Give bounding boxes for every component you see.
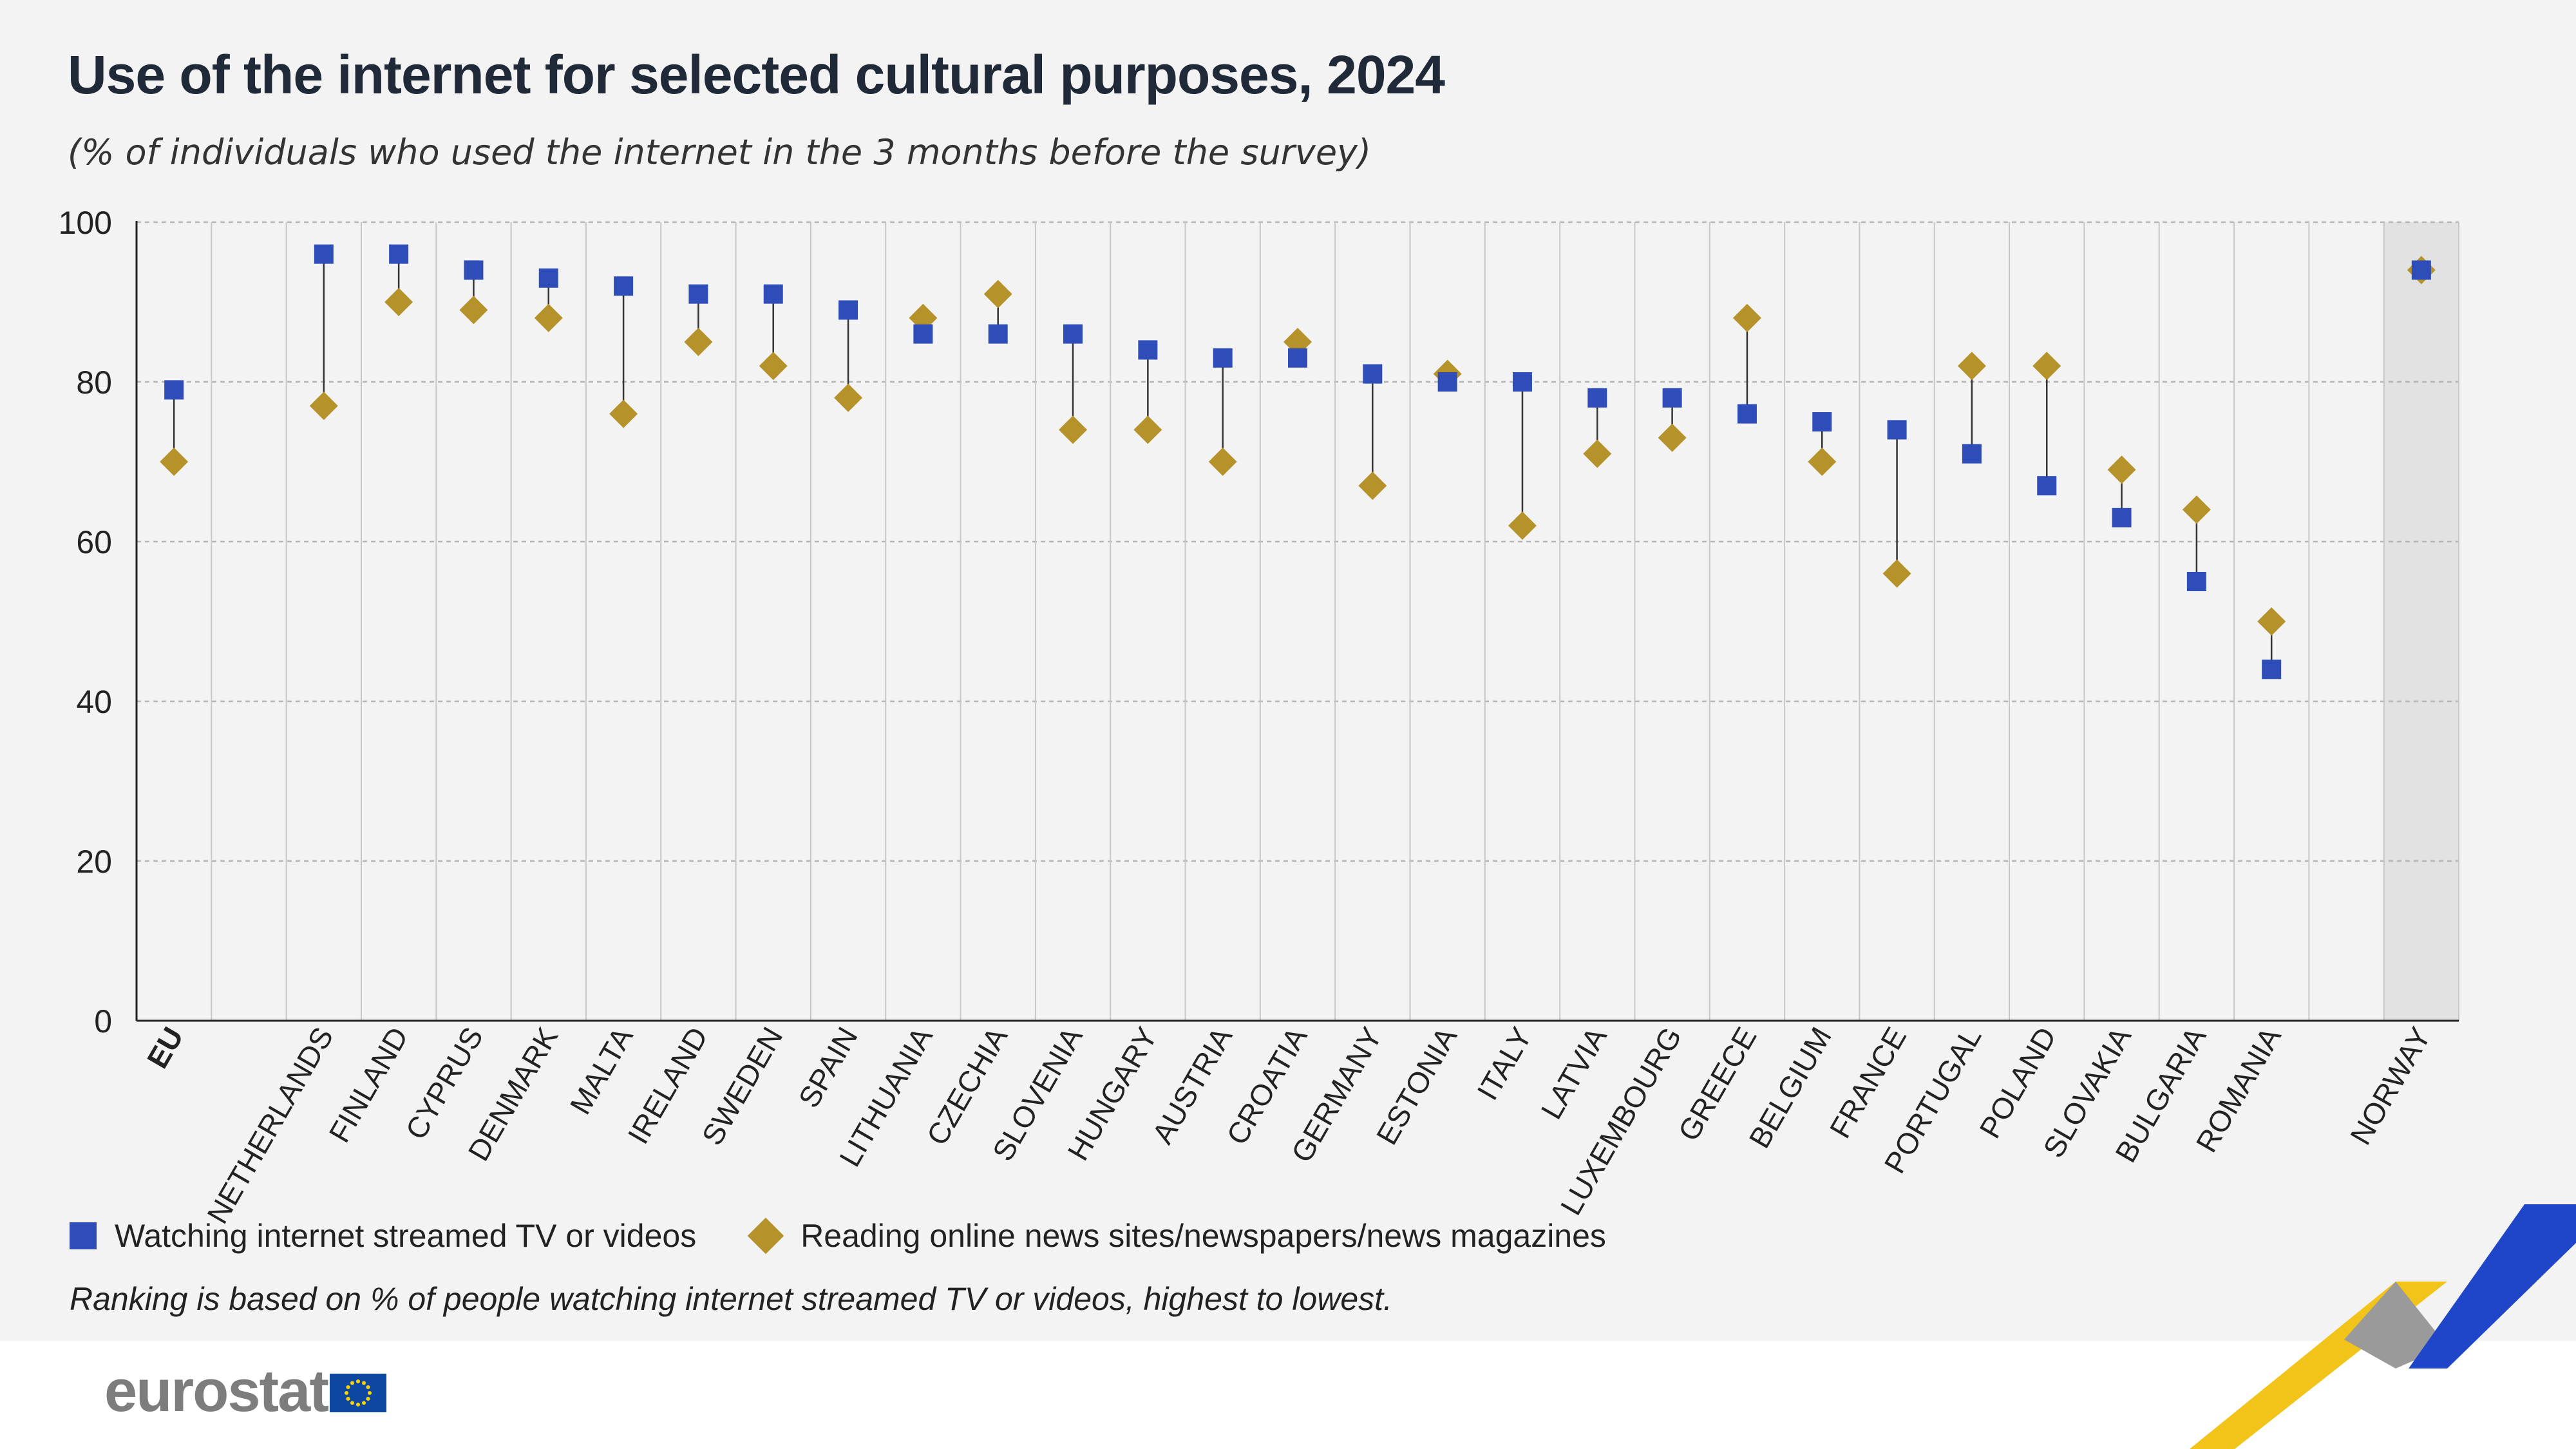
news-diamond-point	[1358, 471, 1387, 500]
streaming-square-point	[538, 268, 558, 288]
chart-subtitle: (% of individuals who used the internet …	[68, 132, 1372, 173]
news-diamond-point	[684, 328, 713, 356]
news-diamond-point	[609, 399, 638, 428]
streaming-square-point	[1587, 388, 1607, 408]
x-category-label: MALTA	[563, 1021, 639, 1120]
streaming-square-point	[2037, 476, 2057, 496]
streaming-square-point	[1138, 340, 1158, 360]
streaming-square-point	[1887, 420, 1907, 440]
legend-item-news: Reading online news sites/newspapers/new…	[747, 1217, 1606, 1255]
y-tick-label: 20	[76, 844, 112, 880]
news-diamond-point	[1808, 448, 1837, 476]
streaming-square-point	[389, 244, 409, 264]
news-diamond-point	[834, 383, 863, 412]
news-diamond-point	[2107, 455, 2136, 484]
news-diamond-point	[1508, 511, 1537, 540]
streaming-square-point	[1962, 444, 1982, 464]
news-diamond-point	[1208, 448, 1237, 476]
streaming-square-point	[913, 324, 933, 344]
x-category-label: SPAIN	[791, 1021, 864, 1113]
streaming-square-point	[314, 244, 334, 264]
news-diamond-point	[160, 448, 189, 476]
y-tick-label: 40	[76, 684, 112, 720]
streaming-square-point	[614, 276, 634, 296]
streaming-square-point	[1213, 348, 1233, 368]
x-category-label: LATVIA	[1534, 1021, 1613, 1125]
legend: Watching internet streamed TV or videos …	[70, 1217, 1658, 1255]
streaming-square-point	[164, 380, 184, 400]
legend-item-streaming: Watching internet streamed TV or videos	[70, 1217, 696, 1255]
streaming-square-point	[464, 260, 484, 280]
eu-flag-icon	[330, 1374, 386, 1412]
y-tick-label: 60	[76, 524, 112, 560]
news-diamond-point	[1732, 303, 1761, 332]
streaming-square-point	[1737, 404, 1757, 424]
news-diamond-point	[1059, 415, 1088, 444]
news-diamond-point	[384, 288, 413, 316]
y-tick-label: 80	[76, 365, 112, 401]
news-diamond-point	[1658, 423, 1687, 452]
streaming-square-point	[1812, 412, 1832, 431]
streaming-square-point	[1662, 388, 1682, 408]
eurostat-logo: eurostat	[104, 1358, 329, 1424]
news-diamond-point	[534, 303, 563, 332]
streaming-square-point	[2112, 507, 2132, 527]
news-diamond-point	[2182, 495, 2211, 524]
news-diamond-point	[2032, 352, 2061, 381]
streaming-square-point	[838, 300, 858, 320]
diamond-marker-icon	[747, 1217, 784, 1255]
streaming-square-point	[1512, 372, 1532, 392]
streaming-square-point	[1437, 372, 1457, 392]
news-diamond-point	[1882, 559, 1911, 588]
news-diamond-point	[759, 352, 788, 381]
y-tick-label: 100	[59, 205, 112, 241]
x-category-label: NETHERLANDS	[200, 1021, 339, 1229]
streaming-square-point	[2186, 572, 2206, 591]
news-diamond-point	[983, 279, 1012, 308]
y-tick-label: 0	[94, 1003, 112, 1039]
streaming-square-point	[2411, 260, 2431, 280]
ranking-note: Ranking is based on % of people watching…	[70, 1281, 1392, 1317]
streaming-square-point	[1063, 324, 1083, 344]
streaming-square-point	[2262, 659, 2282, 679]
square-marker-icon	[70, 1222, 97, 1249]
news-diamond-point	[309, 392, 338, 421]
highlight-band	[2383, 222, 2459, 1021]
legend-label-news: Reading online news sites/newspapers/new…	[800, 1218, 1606, 1254]
x-category-label: NORWAY	[2344, 1021, 2438, 1150]
streaming-square-point	[1363, 364, 1383, 384]
news-diamond-point	[459, 296, 488, 325]
news-diamond-point	[1133, 415, 1162, 444]
streaming-square-point	[1288, 348, 1307, 368]
streaming-square-point	[763, 284, 783, 304]
streaming-square-point	[688, 284, 708, 304]
streaming-square-point	[988, 324, 1008, 344]
chart-title: Use of the internet for selected cultura…	[68, 44, 1445, 105]
news-diamond-point	[1583, 439, 1612, 468]
x-category-label: ITALY	[1470, 1021, 1539, 1106]
x-category-label: EU	[140, 1021, 190, 1074]
footer-bar	[0, 1341, 2576, 1449]
news-diamond-point	[2257, 607, 2286, 636]
news-diamond-point	[1957, 352, 1986, 381]
legend-label-streaming: Watching internet streamed TV or videos	[115, 1218, 697, 1254]
